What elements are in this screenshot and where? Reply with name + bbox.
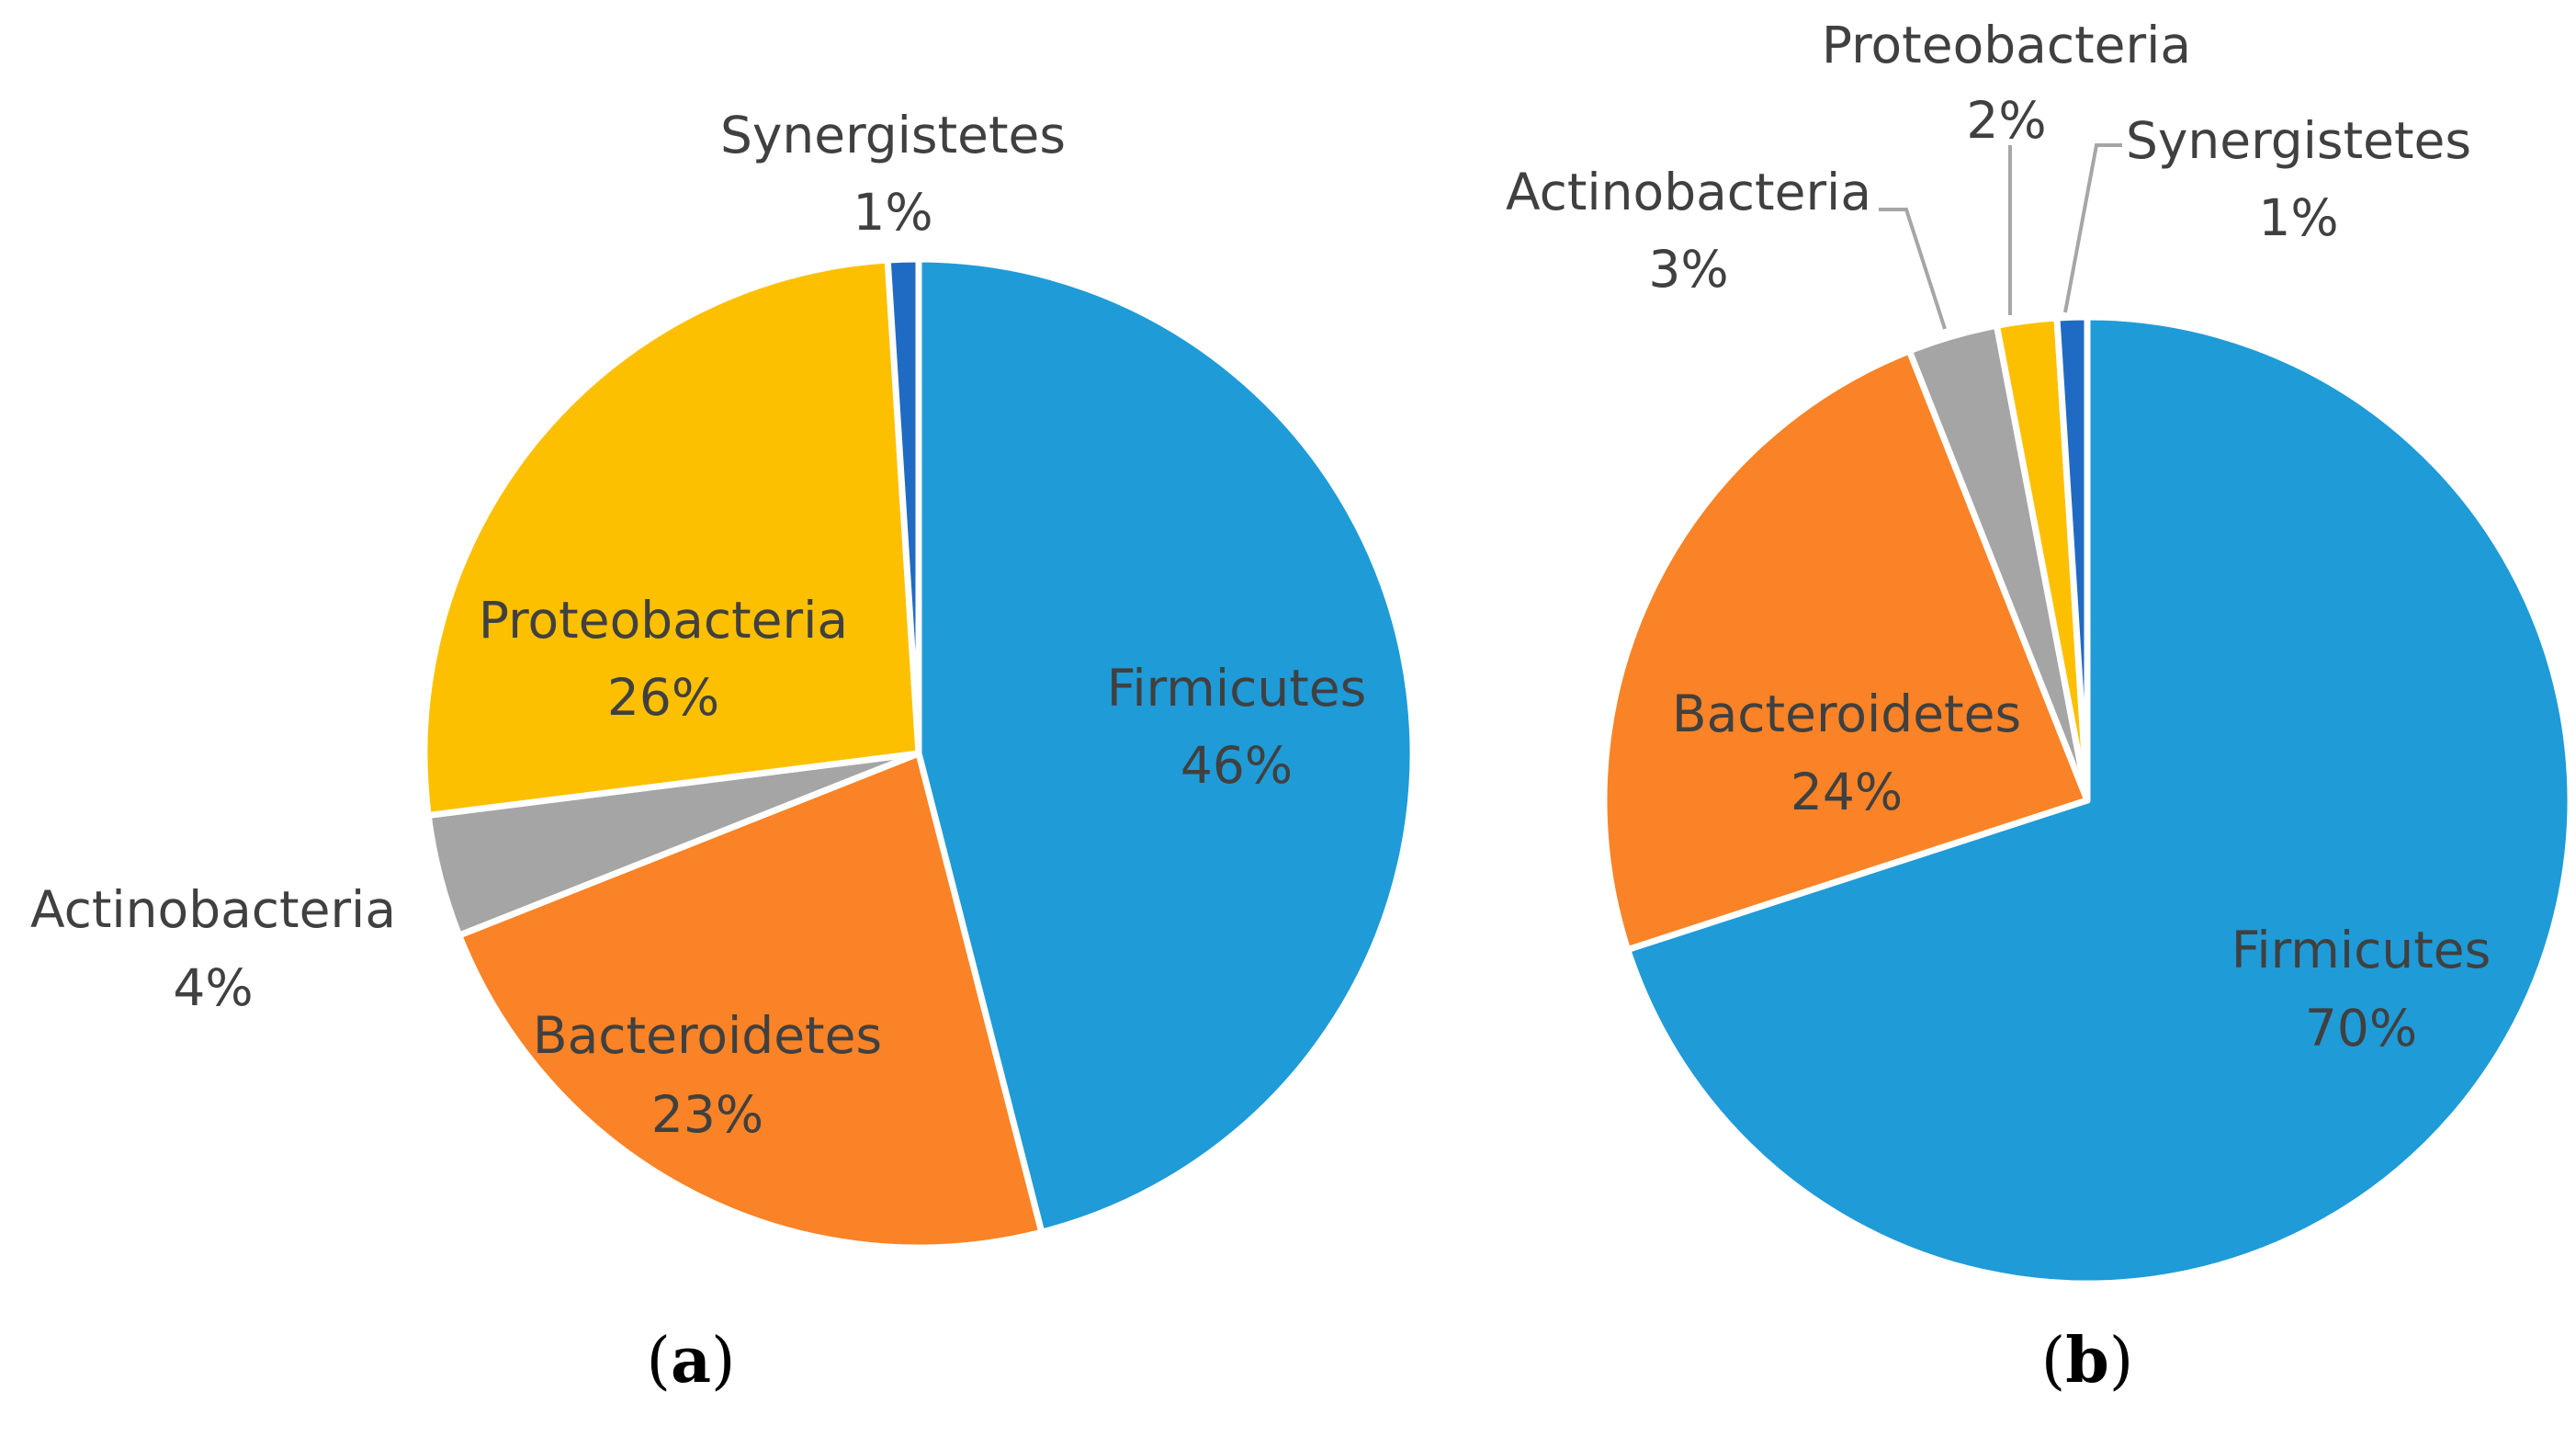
slice-label-proteobacteria-b: Proteobacteria (1822, 16, 2191, 74)
pie-slice-proteobacteria-a (421, 256, 922, 819)
pie-slice-synergistetes-b (2053, 313, 2091, 804)
slice-label-proteobacteria-a: Proteobacteria (479, 591, 848, 650)
pie-chart-b (1600, 313, 2574, 1287)
panel-letter-b: b (2065, 1324, 2109, 1397)
slice-label-firmicutes-b: Firmicutes (2231, 921, 2491, 979)
labels-b: Firmicutes 70% Bacteroidetes 24% Actinob… (1506, 16, 2491, 1058)
pie-chart-a (421, 255, 1417, 1251)
slice-value-bacteroidetes-b: 24% (1791, 763, 1903, 821)
slice-label-bacteroidetes-a: Bacteroidetes (533, 1006, 882, 1065)
slice-value-synergistetes-a: 1% (853, 183, 932, 242)
slice-label-bacteroidetes-b: Bacteroidetes (1672, 685, 2021, 743)
slice-value-proteobacteria-b: 2% (1966, 91, 2046, 150)
slice-value-firmicutes-a: 46% (1181, 736, 1293, 795)
slice-value-firmicutes-b: 70% (2305, 999, 2417, 1058)
leader-line-actinobacteria-b (1879, 208, 1947, 330)
slice-label-synergistetes-b: Synergistetes (2126, 111, 2471, 170)
labels-a: Firmicutes 46% Bacteroidetes 23% Actinob… (30, 106, 1366, 1144)
panel-label-a: (a) (646, 1324, 735, 1397)
panel-label-b: (b) (2041, 1324, 2134, 1397)
slice-label-synergistetes-a: Synergistetes (720, 106, 1066, 164)
slice-value-actinobacteria-b: 3% (1648, 240, 1728, 299)
panel-letter-a: a (671, 1324, 711, 1397)
pie-slice-firmicutes-b (1624, 313, 2574, 1287)
pie-slice-bacteroidetes-a (456, 750, 1045, 1251)
slice-label-actinobacteria-a: Actinobacteria (30, 880, 396, 939)
slice-value-actinobacteria-a: 4% (173, 958, 253, 1017)
slice-label-actinobacteria-b: Actinobacteria (1506, 163, 1871, 221)
slice-value-synergistetes-b: 1% (2258, 188, 2338, 247)
slice-value-proteobacteria-a: 26% (607, 668, 719, 727)
pie-slice-synergistetes-a (884, 255, 922, 757)
leader-line-synergistetes-b (2063, 143, 2122, 313)
leader-lines-b (1879, 143, 2122, 330)
slice-value-bacteroidetes-a: 23% (651, 1085, 763, 1144)
pie-slice-firmicutes-a (915, 255, 1417, 1236)
slice-label-firmicutes-a: Firmicutes (1107, 659, 1367, 718)
